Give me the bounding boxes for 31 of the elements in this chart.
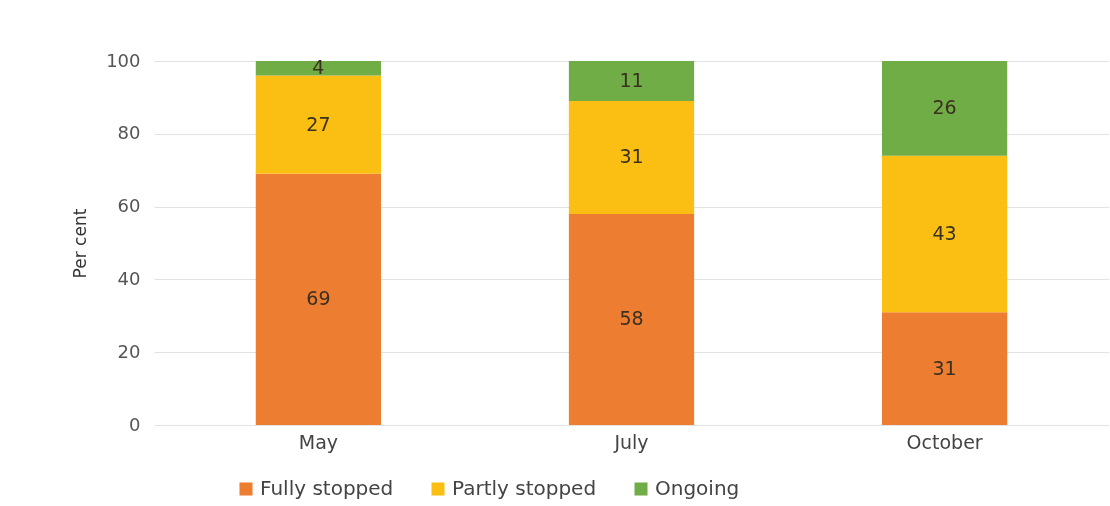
- data-label: 11: [619, 69, 644, 92]
- bar: [568, 61, 695, 102]
- data-label: 31: [932, 356, 957, 379]
- y-tick-label: 60: [117, 195, 141, 217]
- legend-label: Ongoing: [655, 476, 740, 500]
- x-tick-label: May: [298, 430, 339, 453]
- bar: [881, 155, 1008, 313]
- bar: [255, 61, 382, 76]
- x-tick-label: October: [906, 430, 983, 453]
- y-tick-label: 0: [129, 413, 141, 435]
- bar: [255, 173, 382, 425]
- data-label: 58: [619, 307, 644, 330]
- y-tick-label: 40: [117, 267, 141, 289]
- data-label: 69: [306, 287, 331, 310]
- data-label: 4: [312, 56, 325, 79]
- bar: [568, 101, 695, 214]
- bar: [881, 312, 1008, 425]
- y-axis-title: Per cent: [70, 208, 91, 279]
- y-tick-label: 100: [106, 49, 141, 71]
- data-label: 26: [932, 96, 957, 119]
- bar: [255, 75, 382, 174]
- x-tick-label: July: [613, 430, 649, 453]
- y-tick-label: 20: [117, 340, 141, 362]
- data-label: 27: [306, 112, 331, 135]
- bar: [568, 213, 695, 425]
- data-label: 31: [619, 145, 644, 168]
- data-label: 43: [932, 221, 957, 244]
- bar: [881, 61, 1008, 156]
- legend-label: Partly stopped: [452, 476, 597, 500]
- y-tick-label: 80: [117, 122, 141, 144]
- legend-label: Fully stopped: [260, 476, 394, 500]
